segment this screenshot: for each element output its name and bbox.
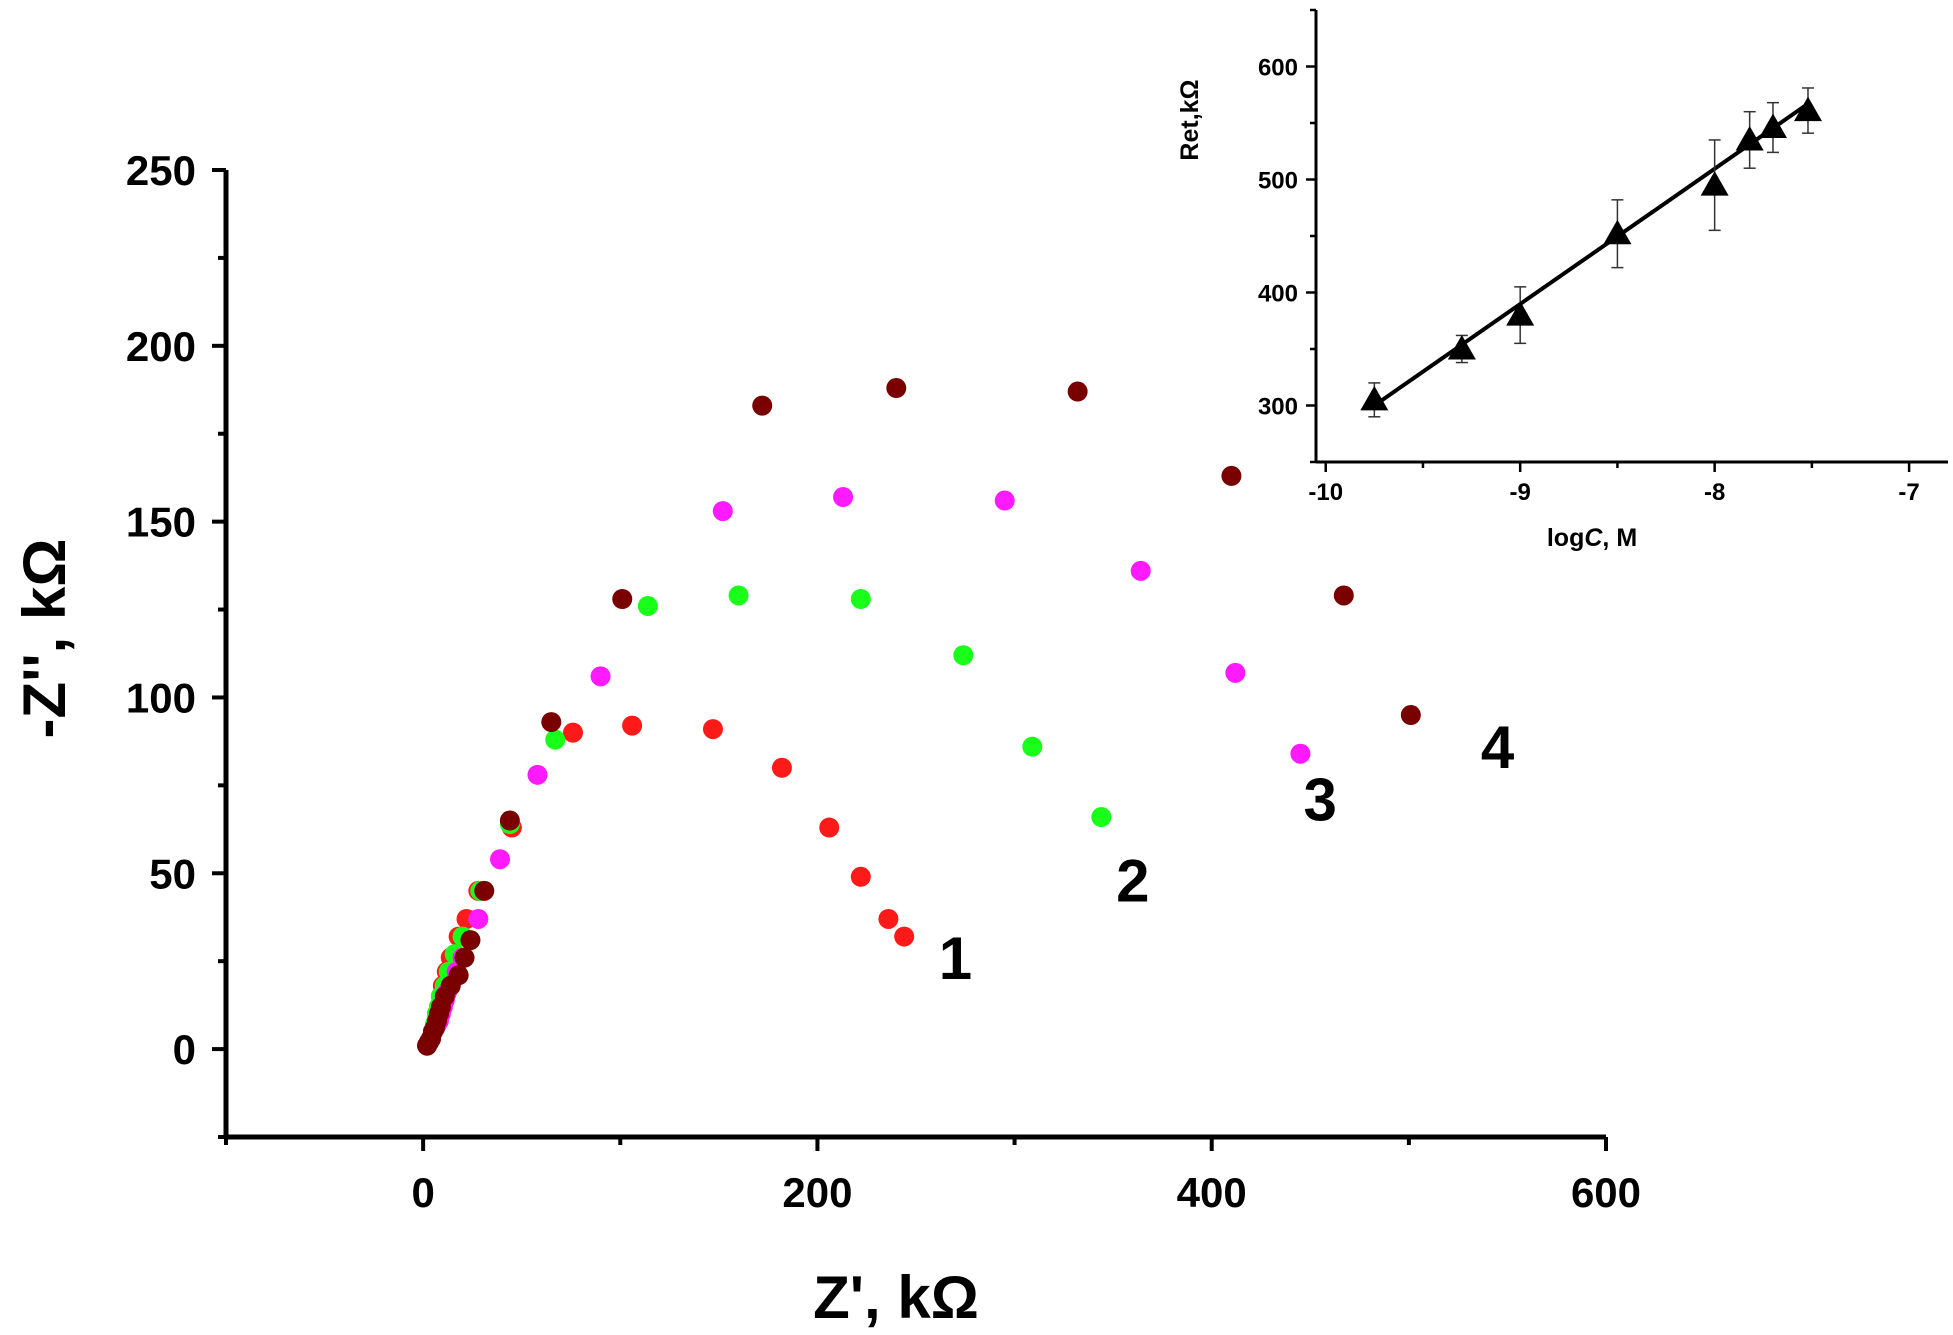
inset-data-point	[1758, 113, 1787, 139]
curve-label-4: 4	[1481, 714, 1515, 781]
main-x-axis-title: Z', kΩ	[813, 1264, 979, 1331]
inset-point-group	[1447, 334, 1476, 364]
inset-data-point	[1793, 96, 1822, 122]
inset-y-tick-label: 500	[1258, 168, 1298, 195]
data-point	[637, 596, 658, 617]
inset-fit-line	[1373, 102, 1810, 408]
data-point	[562, 722, 583, 743]
inset-data-point	[1360, 385, 1389, 411]
inset-x-title-prefix: log	[1547, 524, 1585, 552]
data-point	[460, 930, 481, 951]
inset-point-group	[1506, 286, 1535, 345]
data-point	[953, 645, 974, 666]
data-point	[994, 490, 1015, 511]
data-point	[612, 588, 633, 609]
series-2	[417, 585, 1112, 1056]
data-point	[886, 378, 907, 399]
inset-x-axis-title: logC, M	[1547, 524, 1637, 552]
curve-label-3: 3	[1303, 767, 1336, 834]
inset-y-tick-label: 400	[1258, 281, 1298, 308]
main-x-tick-label: 200	[782, 1169, 852, 1216]
data-point	[1400, 705, 1421, 726]
data-point	[850, 588, 871, 609]
data-point	[527, 764, 548, 785]
series-4	[417, 378, 1421, 1056]
inset-point-group	[1603, 199, 1632, 269]
series-3	[417, 487, 1311, 1056]
main-y-tick-label: 50	[149, 850, 196, 897]
main-y-tick-label: 250	[126, 147, 196, 194]
data-point	[771, 757, 792, 778]
inset-x-tick-label: -7	[1898, 479, 1919, 506]
inset-point-group	[1758, 101, 1787, 154]
data-point	[1333, 585, 1354, 606]
inset-x-tick-label: -9	[1510, 479, 1531, 506]
data-point	[894, 926, 915, 947]
main-y-tick-label: 150	[126, 499, 196, 546]
data-point	[1290, 743, 1311, 764]
inset-point-group	[1793, 87, 1822, 134]
inset-x-tick-label: -8	[1704, 479, 1725, 506]
data-point	[850, 866, 871, 887]
data-point	[752, 395, 773, 416]
inset-data-point	[1700, 171, 1729, 196]
main-y-tick-label: 200	[126, 323, 196, 370]
data-point	[1130, 560, 1151, 581]
curve-label-1: 1	[939, 925, 972, 992]
inset-data-point	[1506, 301, 1535, 326]
main-plot: 0 200 400 600 0 50 100 150 200 250 Z', kΩ -Z'', kΩ 1…	[11, 147, 1641, 1331]
data-point	[448, 965, 469, 986]
data-point	[1221, 465, 1242, 486]
data-point	[490, 849, 511, 870]
inset-plot: -10 -9 -8 -7 300 400 500 600 logC, M Ret,kΩ	[1176, 8, 1948, 552]
data-point	[1091, 807, 1112, 828]
data-point	[702, 719, 723, 740]
curve-label-2: 2	[1116, 847, 1149, 914]
main-y-axis-title: -Z'', kΩ	[11, 539, 78, 739]
main-x-tick-label: 600	[1571, 1169, 1641, 1216]
inset-point-group	[1735, 110, 1764, 169]
main-y-tick-label: 100	[126, 674, 196, 721]
data-point	[728, 585, 749, 606]
inset-x-title-suffix: , M	[1602, 524, 1637, 552]
data-point	[468, 908, 489, 929]
inset-x-title-var: C	[1584, 524, 1603, 552]
data-point	[499, 810, 520, 831]
main-x-tick-label: 0	[411, 1169, 434, 1216]
inset-y-tick-label: 300	[1258, 394, 1298, 421]
data-point	[819, 817, 840, 838]
inset-data-point	[1603, 219, 1632, 245]
data-point	[545, 729, 566, 750]
inset-point-group	[1360, 382, 1389, 418]
inset-y-axis-title: Ret,kΩ	[1176, 79, 1204, 160]
inset-x-tick-label: -10	[1308, 479, 1343, 506]
main-x-tick-label: 400	[1177, 1169, 1247, 1216]
inset-y-tick-label: 600	[1258, 55, 1298, 82]
data-point	[454, 947, 475, 968]
data-point	[1067, 381, 1088, 402]
data-point	[622, 715, 643, 736]
data-point	[712, 501, 733, 522]
data-point	[1225, 662, 1246, 683]
main-y-tick-label: 0	[173, 1026, 196, 1073]
inset-data-point	[1735, 125, 1764, 151]
data-point	[833, 487, 854, 508]
inset-data-point	[1447, 335, 1476, 360]
data-point	[474, 880, 495, 901]
data-point	[541, 712, 562, 733]
inset-point-group	[1700, 139, 1729, 232]
data-point	[878, 908, 899, 929]
data-point	[1022, 736, 1043, 757]
data-point	[590, 666, 611, 687]
